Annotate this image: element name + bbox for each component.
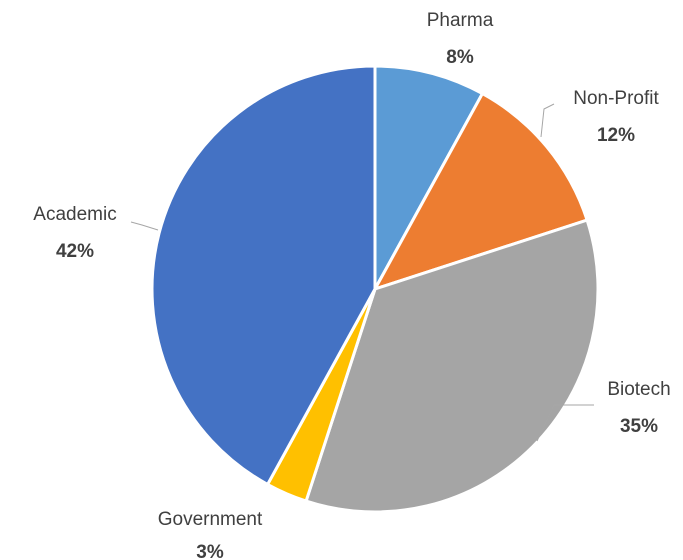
pie-slices — [150, 64, 600, 514]
pie-slice-biotech — [304, 218, 600, 514]
data-label-name-pharma: Pharma — [427, 10, 494, 31]
leader-line-biotech — [536, 404, 594, 442]
data-label-percent-government: 3% — [196, 542, 224, 560]
leader-line-academic — [130, 221, 159, 231]
data-label-percent-non-profit: 12% — [597, 125, 635, 146]
data-label-percent-biotech: 35% — [620, 416, 658, 437]
data-label-name-biotech: Biotech — [607, 379, 670, 400]
data-label-name-academic: Academic — [33, 204, 116, 225]
data-labels: Pharma 8% Non-Profit 12% Biotech 35% Governmen… — [33, 10, 670, 560]
data-label-percent-academic: 42% — [56, 241, 94, 262]
pie-slice-non-profit — [371, 91, 589, 292]
data-label-name-non-profit: Non-Profit — [573, 88, 659, 109]
leader-lines — [130, 103, 594, 442]
pie-slice-pharma — [373, 64, 485, 290]
data-label-name-government: Government — [158, 509, 263, 530]
data-label-percent-pharma: 8% — [446, 47, 474, 68]
pie-slice-academic — [150, 64, 377, 487]
leader-line-non-profit — [540, 103, 555, 138]
